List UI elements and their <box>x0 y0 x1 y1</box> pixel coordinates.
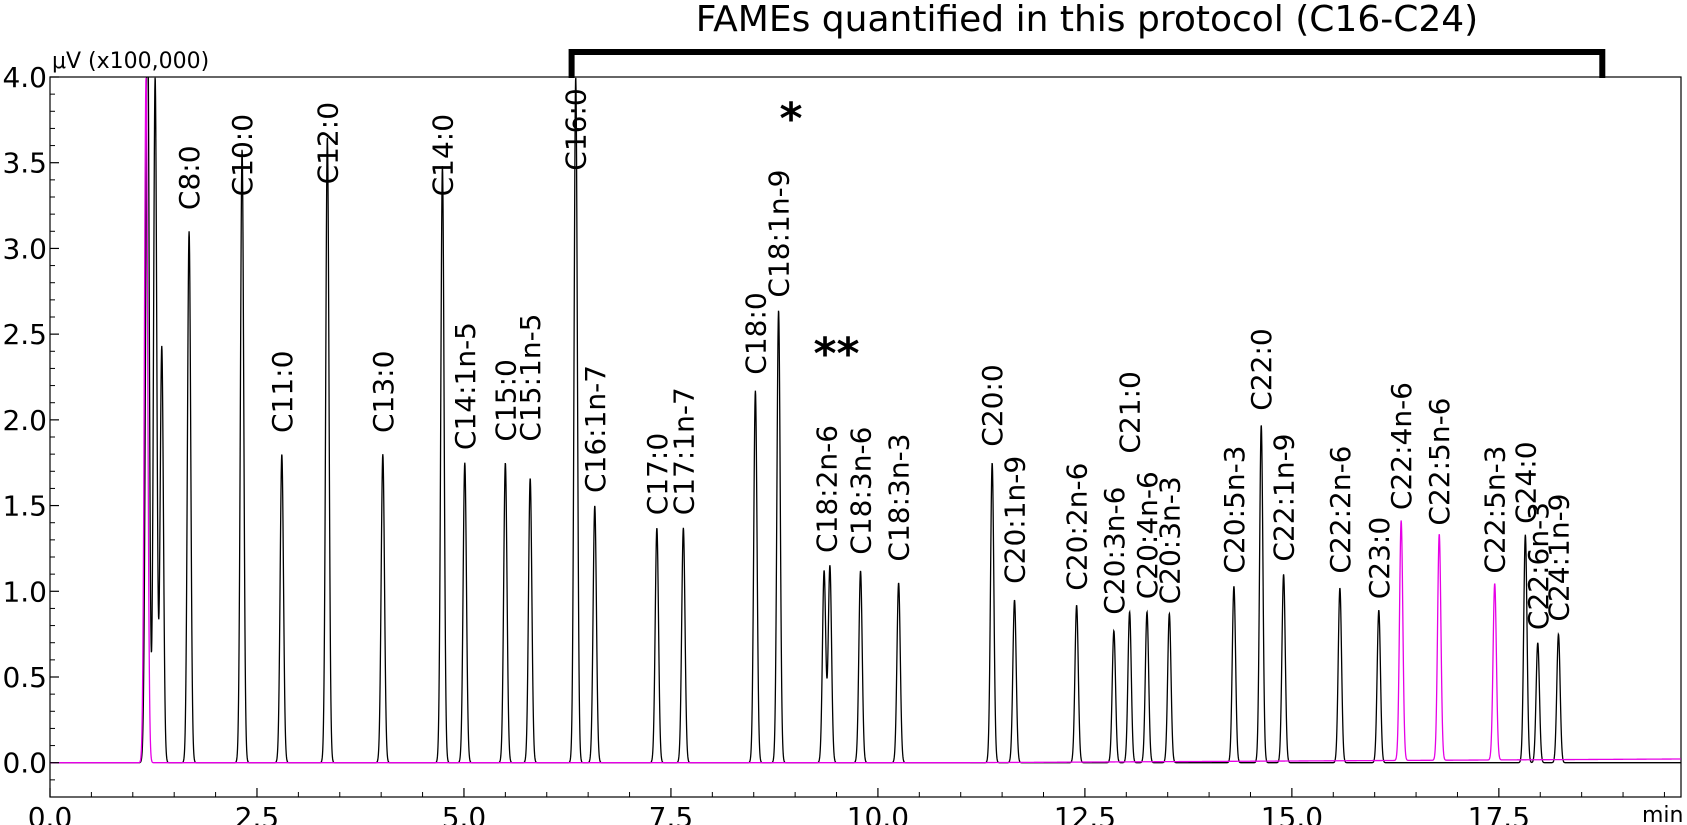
peak-label: C23:0 <box>1363 517 1396 599</box>
series-trace-0 <box>50 77 1681 764</box>
y-tick-label: 0.5 <box>2 661 47 694</box>
y-tick-label: 2.5 <box>2 318 47 351</box>
peak-label: C22:1n-9 <box>1268 434 1301 562</box>
peak-label: C18:0 <box>739 292 772 374</box>
y-axis-unit: μV (x100,000) <box>52 49 209 74</box>
peak-label: C18:3n-3 <box>883 434 916 562</box>
peak-label: C16:1n-7 <box>579 365 612 493</box>
peak-label: C22:0 <box>1245 328 1278 410</box>
x-axis-unit: min <box>1642 803 1684 825</box>
peak-label: C22:2n-6 <box>1324 446 1357 574</box>
y-tick-label: 2.0 <box>2 404 47 437</box>
peak-label: C20:4n-6 <box>1131 471 1164 599</box>
peak-label: C22:5n-6 <box>1423 398 1456 526</box>
peak-label: C17:1n-7 <box>667 387 700 515</box>
peak-label: C15:1n-5 <box>514 314 547 442</box>
peak-label: C24:0 <box>1509 441 1542 523</box>
peak-label: C20:5n-3 <box>1218 446 1251 574</box>
y-tick-label: 1.0 <box>2 575 47 608</box>
peak-label: C20:3n-6 <box>1098 487 1131 615</box>
peak-label: C21:0 <box>1114 371 1147 453</box>
peak-label: C15:0 <box>489 359 522 441</box>
peak-label: C22:5n-3 <box>1479 446 1512 574</box>
y-tick-label: 3.5 <box>2 147 47 180</box>
peak-label: C24:1n-9 <box>1543 494 1576 622</box>
peak-label: C20:3n-3 <box>1153 476 1186 604</box>
peak-marker-star: * <box>779 94 802 145</box>
peak-label: C8:0 <box>173 145 206 210</box>
peak-label: C22:4n-6 <box>1385 382 1418 510</box>
y-tick-label: 3.0 <box>2 232 47 265</box>
series-trace-1 <box>50 77 1681 764</box>
y-tick-label: 4.0 <box>2 61 47 94</box>
title-group: FAMEs quantified in this protocol (C16-C… <box>52 0 1684 825</box>
peak-label: C20:0 <box>976 364 1009 446</box>
x-tick-label: 15.0 <box>1261 801 1323 825</box>
x-tick-label: 5.0 <box>442 801 487 825</box>
x-tick-label: 7.5 <box>649 801 694 825</box>
quantified-range-bracket <box>568 49 1606 78</box>
peak-label: C18:3n-6 <box>845 427 878 555</box>
y-tick-label: 1.5 <box>2 490 47 523</box>
x-tick-label: 2.5 <box>235 801 280 825</box>
peak-label: C18:1n-9 <box>763 170 796 298</box>
tick-group: 0.0 2.5 5.0 7.5 10.0 12.5 15.0 17.5 0.0 0.5 1.0 1.5… <box>2 61 1665 825</box>
peak-label: C13:0 <box>367 351 400 433</box>
peak-label: C10:0 <box>226 114 259 196</box>
x-tick-label: 10.0 <box>847 801 909 825</box>
x-tick-label: 12.5 <box>1054 801 1116 825</box>
peak-label: C20:2n-6 <box>1061 463 1094 591</box>
y-tick-label: 0.0 <box>2 747 47 780</box>
x-tick-label: 0.0 <box>28 801 73 825</box>
peak-label: C16:0 <box>560 88 593 170</box>
peak-label: C12:0 <box>311 102 344 184</box>
peak-label: C22:6n-3 <box>1522 502 1555 630</box>
peak-label: C20:1n-9 <box>999 456 1032 584</box>
peak-label: C14:1n-5 <box>449 322 482 450</box>
chart-title: FAMEs quantified in this protocol (C16-C… <box>696 0 1478 40</box>
series-group <box>50 77 1681 764</box>
peak-label: C11:0 <box>266 351 299 433</box>
peak-label: C17:0 <box>641 433 674 515</box>
peak-label: C18:2n-6 <box>811 425 844 553</box>
x-tick-label: 17.5 <box>1468 801 1530 825</box>
peak-marker-star: ** <box>814 328 860 379</box>
peak-label: C14:0 <box>426 114 459 196</box>
